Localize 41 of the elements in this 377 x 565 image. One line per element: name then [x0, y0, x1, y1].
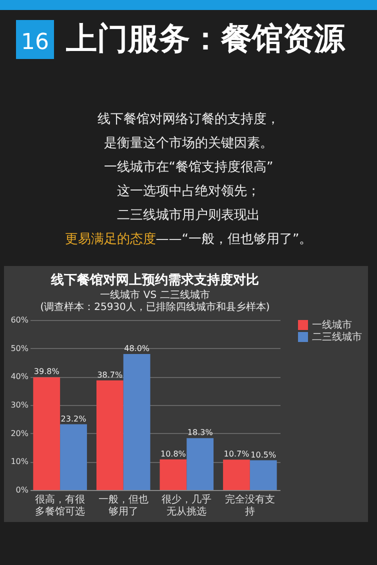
bar: [186, 438, 214, 490]
legend-label: 二三线城市: [312, 331, 362, 343]
y-tick-label: 0%: [16, 486, 29, 494]
y-tick-label: 30%: [10, 400, 29, 410]
x-tick-label: 很高，有很多餐馆可选: [35, 494, 86, 518]
y-tick-label: 50%: [10, 344, 29, 353]
bar: [160, 459, 187, 490]
x-tick-label: 完全没有支持: [224, 494, 275, 518]
bar: [33, 377, 60, 490]
text: 是衡量这个市场的关键因素。: [103, 135, 274, 153]
data-label: 23.2%: [60, 414, 87, 424]
y-tick-label: 40%: [10, 372, 29, 382]
text: 一线城市在“餐馆支持度很高”: [102, 159, 274, 177]
text: 这一选项中占绝对领先；: [116, 183, 261, 201]
chart-subtitle: 一线城市 VS 二三线城市: [100, 289, 210, 301]
bar: [223, 460, 250, 490]
data-label: 10.5%: [250, 450, 276, 460]
y-tick-label: 20%: [10, 428, 29, 438]
chart-title: 线下餐馆对网上预约需求支持度对比: [50, 272, 259, 288]
text: ——“一般，但也够用了”。: [156, 232, 312, 247]
x-tick-label: 很少，几乎无从挑选: [162, 494, 212, 518]
bar: [250, 460, 277, 490]
text: 二三线城市用户则表现出: [116, 207, 261, 225]
text: 上门服务：餐馆资源: [66, 20, 345, 59]
legend-label: 一线城市: [312, 319, 352, 331]
text: 更易满足的态度: [64, 232, 156, 247]
data-label: 18.3%: [187, 428, 214, 438]
x-tick-label: 一般，但也够用了: [98, 494, 148, 518]
data-label: 10.8%: [160, 449, 186, 458]
data-label: 38.7%: [97, 370, 124, 380]
data-label: 48.0%: [124, 344, 150, 353]
y-tick-label: 10%: [10, 457, 29, 466]
text: 线下餐馆对网络订餐的支持度，: [96, 111, 280, 129]
bar: [123, 354, 150, 490]
text: (调查样本：25930人，已排除四线城市和县乡样本): [40, 301, 270, 313]
text: 16: [16, 20, 54, 58]
bar: [96, 380, 124, 490]
y-tick-label: 60%: [10, 316, 29, 324]
bar: [60, 424, 87, 490]
data-label: 10.7%: [224, 450, 250, 459]
data-label: 39.8%: [34, 367, 60, 376]
